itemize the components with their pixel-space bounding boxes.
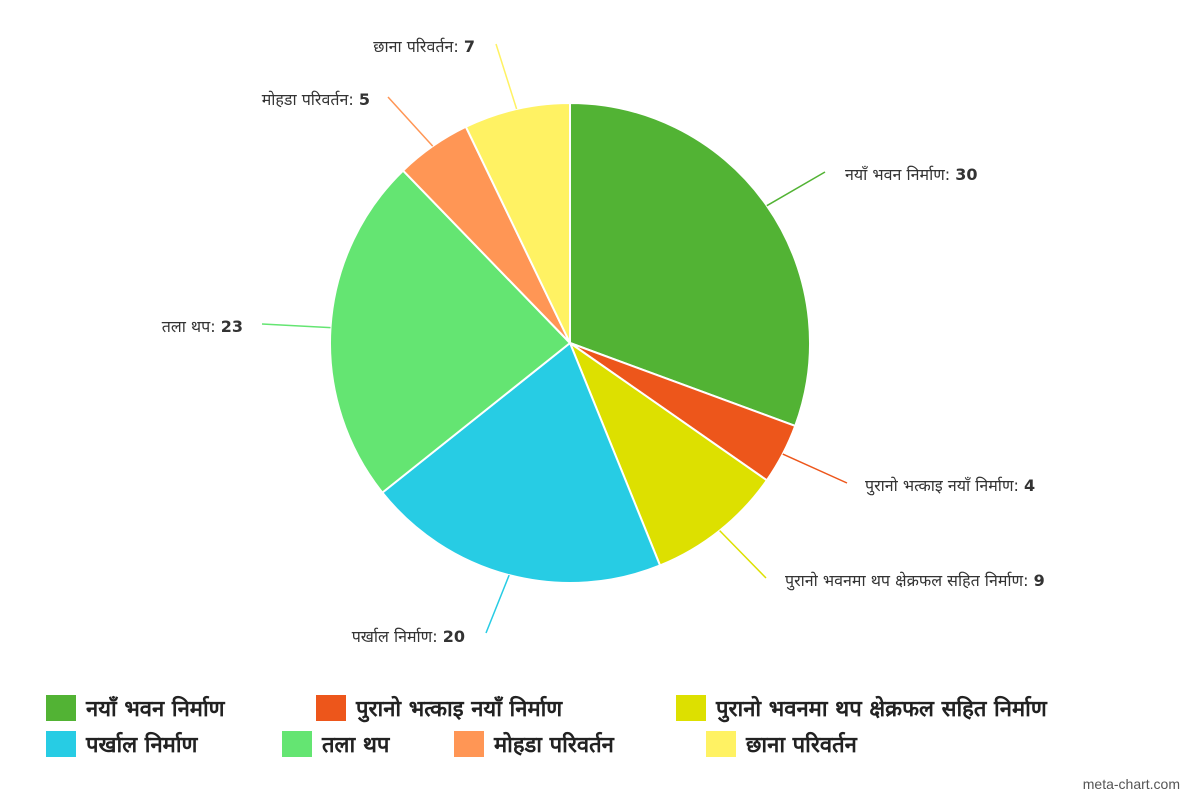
legend-label: नयाँ भवन निर्माण <box>86 697 225 722</box>
slice-label-name: नयाँ भवन निर्माण: <box>845 165 955 184</box>
label-connector-line <box>719 530 767 579</box>
slice-label: पुरानो भवनमा थप क्षेक्रफल सहित निर्माण: … <box>785 571 1045 591</box>
slice-label-value: 7 <box>464 37 475 56</box>
slice-label-name: पुरानो भत्काइ नयाँ निर्माण: <box>865 476 1024 496</box>
legend-item: पुरानो भवनमा थप क्षेक्रफल सहित निर्माण <box>676 693 1047 723</box>
slice-label-value: 4 <box>1024 476 1035 495</box>
slice-label-value: 23 <box>221 317 243 336</box>
legend-swatch <box>46 731 76 757</box>
slice-label-value: 9 <box>1034 571 1045 590</box>
slice-label-value: 5 <box>359 90 370 109</box>
legend-label: पुरानो भत्काइ नयाँ निर्माण <box>356 697 563 722</box>
legend-swatch <box>676 695 706 721</box>
legend-item: नयाँ भवन निर्माण <box>46 693 316 723</box>
slice-label: पुरानो भत्काइ नयाँ निर्माण: 4 <box>865 476 1035 496</box>
legend-row: पर्खाल निर्माण तला थप मोहडा परिवर्तन छान… <box>46 726 1156 762</box>
slice-labels: नयाँ भवन निर्माण: 30 पुरानो भत्काइ नयाँ न… <box>162 37 1045 646</box>
legend-item: पर्खाल निर्माण <box>46 729 282 759</box>
legend-item: मोहडा परिवर्तन <box>454 729 706 759</box>
slice-label-name: पुरानो भवनमा थप क्षेक्रफल सहित निर्माण: <box>785 571 1034 591</box>
slice-label-value: 20 <box>443 627 465 646</box>
legend-row: नयाँ भवन निर्माण पुरानो भत्काइ नयाँ निर्… <box>46 690 1156 726</box>
legend-label: मोहडा परिवर्तन <box>494 733 614 758</box>
slice-label-name: मोहडा परिवर्तन: <box>262 90 359 109</box>
legend-item: तला थप <box>282 729 454 759</box>
slice-label-value: 30 <box>955 165 977 184</box>
pie-slice[interactable] <box>569 102 811 427</box>
legend: नयाँ भवन निर्माण पुरानो भत्काइ नयाँ निर्… <box>46 690 1156 762</box>
label-connectors <box>261 43 848 634</box>
label-connector-line <box>261 323 331 329</box>
legend-label: पर्खाल निर्माण <box>86 733 198 758</box>
legend-swatch <box>282 731 312 757</box>
label-connector-line <box>782 453 848 484</box>
slice-label: पर्खाल निर्माण: 20 <box>352 627 465 646</box>
slice-label: नयाँ भवन निर्माण: 30 <box>845 165 978 184</box>
pie-slices <box>329 102 811 584</box>
label-connector-line <box>495 43 518 110</box>
slice-label-name: छाना परिवर्तन: <box>373 37 464 56</box>
slice-label-name: तला थप: <box>162 317 221 336</box>
legend-label: पुरानो भवनमा थप क्षेक्रफल सहित निर्माण <box>716 697 1047 722</box>
pie-slice[interactable] <box>464 102 571 344</box>
label-connector-line <box>485 574 510 634</box>
legend-swatch <box>454 731 484 757</box>
slice-label-name: पर्खाल निर्माण: <box>352 627 443 646</box>
legend-item: छाना परिवर्तन <box>706 729 857 759</box>
label-connector-line <box>766 171 826 207</box>
legend-swatch <box>316 695 346 721</box>
pie-chart: नयाँ भवन निर्माण: 30 पुरानो भत्काइ नयाँ न… <box>162 37 1045 646</box>
legend-swatch <box>46 695 76 721</box>
slice-label: तला थप: 23 <box>162 317 243 336</box>
legend-item: पुरानो भत्काइ नयाँ निर्माण <box>316 693 676 723</box>
pie-slice[interactable] <box>569 342 768 567</box>
label-connector-line <box>387 96 434 147</box>
credit-text[interactable]: meta-chart.com <box>1082 776 1180 792</box>
slice-label: छाना परिवर्तन: 7 <box>373 37 475 56</box>
slice-label: मोहडा परिवर्तन: 5 <box>262 90 370 109</box>
legend-label: छाना परिवर्तन <box>746 733 857 758</box>
legend-swatch <box>706 731 736 757</box>
legend-label: तला थप <box>322 733 390 758</box>
